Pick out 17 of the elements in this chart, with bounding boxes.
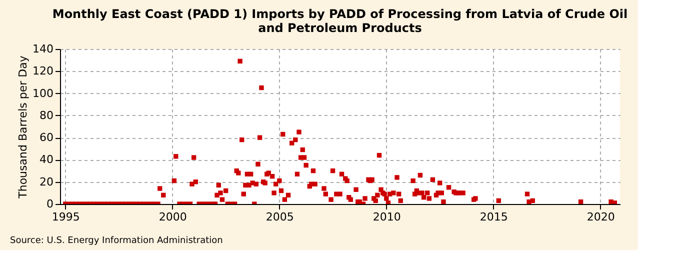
x-tick-label: 2000 (158, 210, 187, 224)
y-tick-label: 140 (32, 42, 54, 56)
chart-title: Monthly East Coast (PADD 1) Imports by PADD of Processing from Latvia of Crude Oil and Petroleum Products (52, 7, 628, 35)
y-tick-label: 80 (40, 108, 54, 122)
x-tick-label: 1995 (52, 210, 80, 224)
y-tick-label: 0 (46, 198, 54, 210)
y-axis-title: Thousand Barrels per Day (16, 55, 30, 200)
y-tick-label: 20 (40, 175, 54, 188)
y-tick-label: 100 (32, 86, 54, 100)
x-tick-label: 2020 (586, 210, 615, 224)
y-tick-label: 60 (40, 131, 54, 144)
y-tick-label: 120 (32, 64, 54, 78)
x-tick-label: 2010 (372, 210, 401, 224)
y-tick-label: 40 (40, 153, 54, 166)
x-tick-label: 2005 (266, 210, 294, 224)
source-note: Source: U.S. Energy Information Administration (10, 236, 223, 246)
x-tick-label: 2015 (480, 210, 508, 224)
